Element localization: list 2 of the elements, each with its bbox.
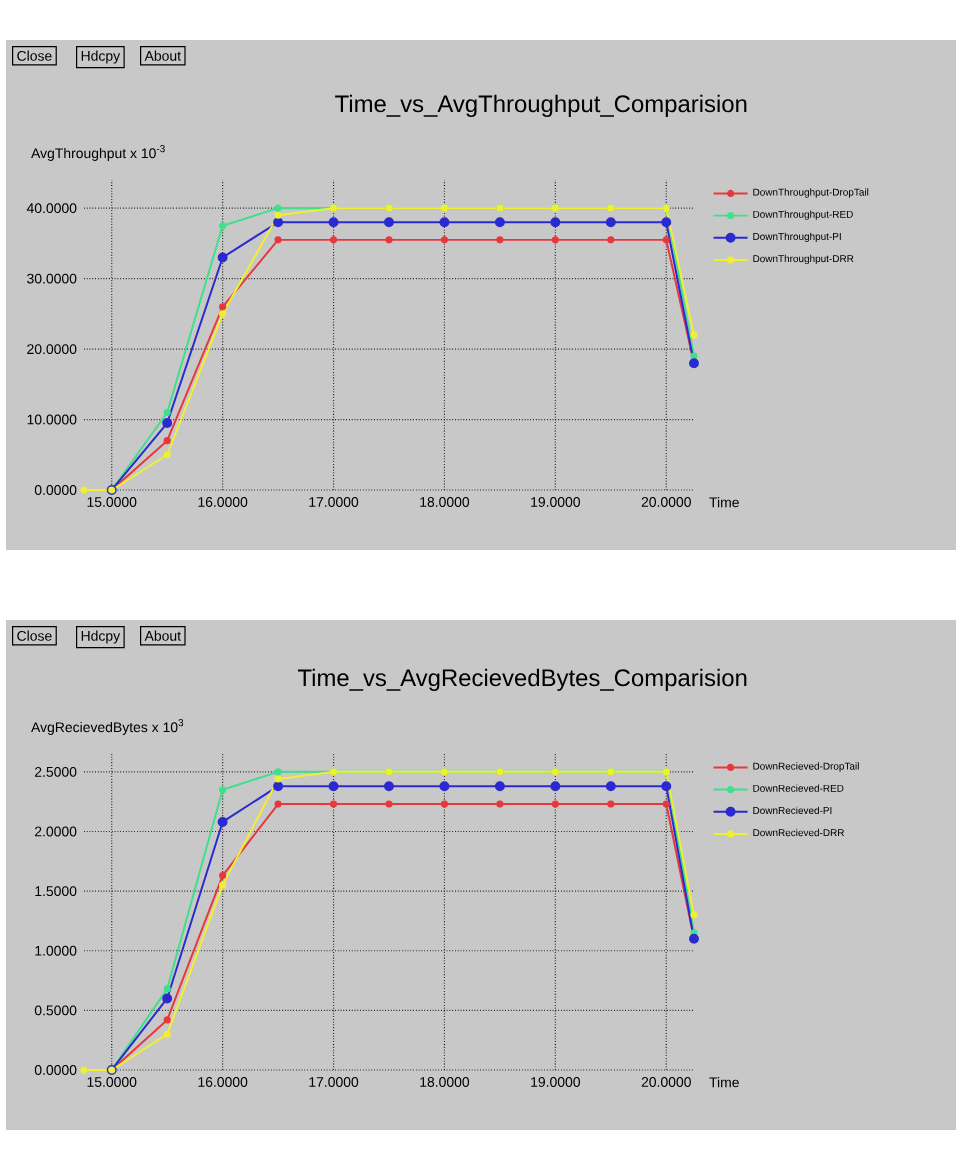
chart-title: Time_vs_AvgRecievedBytes_Comparision [297, 668, 747, 691]
chart-title: Time_vs_AvgThroughput_Comparision [335, 94, 747, 117]
